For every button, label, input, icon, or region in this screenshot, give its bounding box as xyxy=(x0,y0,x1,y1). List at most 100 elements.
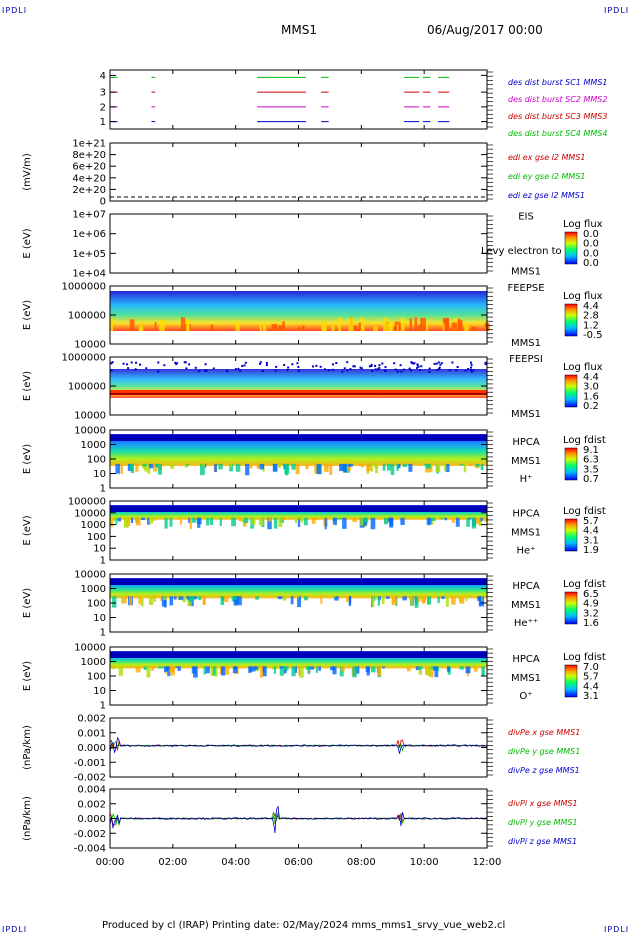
heatmap-cell xyxy=(451,361,454,364)
heatmap-cell xyxy=(358,322,361,331)
heatmap-cell xyxy=(277,596,283,600)
panel-label: MMS1 xyxy=(511,600,541,611)
heatmap-cell xyxy=(373,326,378,331)
heatmap-cell xyxy=(120,463,124,474)
heatmap-cell xyxy=(387,463,391,471)
heatmap-cell xyxy=(433,362,436,365)
heatmap-cell xyxy=(232,666,238,674)
heatmap-cell xyxy=(311,517,316,524)
heatmap-cell xyxy=(483,517,489,522)
ytick-label: 0.002 xyxy=(77,714,106,725)
ytick-label: 4e+20 xyxy=(72,173,106,184)
heatmap-cell xyxy=(475,463,480,467)
heatmap-cell xyxy=(144,463,148,472)
colorbar-title: Log fdist xyxy=(563,652,606,663)
panel-1: 4 3 2 1 des dist burst SC1 MMS1 des dist burs… xyxy=(100,69,607,138)
heatmap-cell xyxy=(296,596,299,599)
heatmap-cell xyxy=(283,363,286,366)
heatmap-cell xyxy=(250,666,256,672)
heatmap-cell xyxy=(399,364,402,367)
heatmap-cell xyxy=(403,368,406,371)
heatmap-cell xyxy=(243,364,246,367)
heatmap-cell xyxy=(414,596,418,605)
heatmap-cell xyxy=(183,361,186,364)
ytick-label: 10 xyxy=(93,613,106,624)
heatmap-cell xyxy=(361,463,365,468)
heatmap-cell xyxy=(370,517,376,530)
heatmap-cell xyxy=(416,364,419,367)
heatmap-cell xyxy=(382,318,386,331)
heatmap-cell xyxy=(471,517,477,529)
colorbar-tick: 9.1 xyxy=(583,445,599,456)
panel-label: He⁺⁺ xyxy=(514,618,538,629)
heatmap-cell xyxy=(431,517,436,521)
heatmap-cell xyxy=(262,324,267,331)
heatmap-cell xyxy=(378,364,381,367)
heatmap-cell xyxy=(392,596,397,605)
heatmap-cell xyxy=(408,367,411,370)
panel-content xyxy=(110,578,487,608)
heatmap-cell xyxy=(244,361,247,364)
heatmap-cell xyxy=(203,666,206,675)
heatmap-cell xyxy=(347,463,351,472)
panel-label: MMS1 xyxy=(511,409,541,420)
heatmap-cell xyxy=(480,596,483,601)
heatmap-cell xyxy=(344,463,347,472)
heatmap-cell xyxy=(327,369,330,372)
xaxis-label: 06:00 xyxy=(284,857,313,868)
heatmap-cell xyxy=(210,666,214,676)
corner-label-bottom-left: IPDLI xyxy=(2,925,28,934)
panels-layer: 4 3 2 1 des dist burst SC1 MMS1 des dist burs… xyxy=(22,69,607,868)
heatmap-cell xyxy=(238,596,242,606)
panel-ylabel: E (eV) xyxy=(22,371,33,401)
colorbar-tick: -0.5 xyxy=(583,330,603,341)
heatmap-cell xyxy=(324,463,329,472)
colorbar-tick: 3.1 xyxy=(583,691,599,702)
heatmap-cell xyxy=(184,463,189,468)
heatmap-cell xyxy=(430,666,434,678)
heatmap-cell xyxy=(112,666,115,670)
heatmap-cell xyxy=(305,463,309,470)
ytick-label: 1e+04 xyxy=(72,269,106,280)
colorbar-tick: 5.7 xyxy=(583,672,599,683)
heatmap-cell xyxy=(455,517,460,527)
heatmap-cell xyxy=(129,463,134,470)
heatmap-cell xyxy=(153,596,156,602)
heatmap-cell xyxy=(205,369,208,372)
colorbar xyxy=(564,518,578,552)
heatmap-cell xyxy=(206,517,210,526)
heatmap-cell xyxy=(234,368,237,371)
heatmap-cell xyxy=(118,666,123,676)
heatmap-cell xyxy=(459,517,464,520)
heatmap-cell xyxy=(465,666,471,674)
ytick-label: 10 xyxy=(93,544,106,555)
xaxis-label: 08:00 xyxy=(347,857,376,868)
heatmap-cell xyxy=(371,369,374,372)
ytick-label: 1000 xyxy=(81,520,106,531)
heatmap-cell xyxy=(469,463,473,466)
heatmap-cell xyxy=(221,666,226,676)
heatmap-cell xyxy=(470,366,473,369)
heatmap-cell xyxy=(459,463,465,466)
panel-ylabel: E (eV) xyxy=(22,444,33,474)
series-line xyxy=(109,739,487,752)
heatmap-cell xyxy=(290,596,294,605)
heatmap-cell xyxy=(110,317,114,331)
heatmap-cell xyxy=(297,326,301,331)
ytick-label: -0.004 xyxy=(74,844,106,855)
heatmap-cell xyxy=(243,517,249,524)
panel-ylabel: (nPa/km) xyxy=(22,796,33,841)
ytick-label: 2 xyxy=(100,102,106,113)
heatmap-cell xyxy=(415,666,420,671)
heatmap-cell xyxy=(359,366,362,369)
heatmap-cell xyxy=(265,364,268,367)
panel-ylabel: E (eV) xyxy=(22,228,33,258)
heatmap-cell xyxy=(258,362,261,365)
heatmap-cell xyxy=(414,317,418,331)
heatmap-cell xyxy=(410,361,413,364)
xaxis-label: 10:00 xyxy=(410,857,439,868)
colorbar xyxy=(564,664,578,698)
heatmap-cell xyxy=(455,369,458,372)
heatmap-cell xyxy=(420,365,423,368)
heatmap-cell xyxy=(365,666,370,673)
